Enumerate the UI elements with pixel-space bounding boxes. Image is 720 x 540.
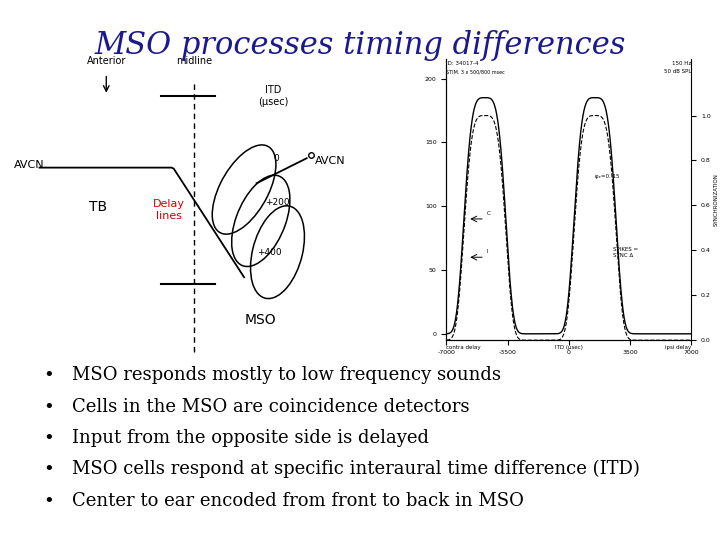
Y-axis label: SYNCHRONIZATION: SYNCHRONIZATION xyxy=(714,173,719,226)
Text: Input from the opposite side is delayed: Input from the opposite side is delayed xyxy=(72,429,429,447)
Text: •: • xyxy=(43,429,54,447)
Text: Anterior: Anterior xyxy=(86,56,126,66)
Text: MSO processes timing differences: MSO processes timing differences xyxy=(94,30,626,60)
Text: MSO responds mostly to low frequency sounds: MSO responds mostly to low frequency sou… xyxy=(72,366,501,384)
Text: TB: TB xyxy=(89,200,107,214)
Text: ipsi delay: ipsi delay xyxy=(665,345,691,350)
Text: Delay
lines: Delay lines xyxy=(153,199,185,220)
Text: SPIKES =
SYNC Δ: SPIKES = SYNC Δ xyxy=(613,247,638,258)
Text: I: I xyxy=(487,249,488,254)
Text: MSO cells respond at specific interaural time difference (ITD): MSO cells respond at specific interaural… xyxy=(72,460,640,478)
Text: ITD
(μsec): ITD (μsec) xyxy=(258,85,289,107)
Text: •: • xyxy=(43,460,54,478)
Text: contra delay: contra delay xyxy=(446,345,481,350)
Text: Center to ear encoded from front to back in MSO: Center to ear encoded from front to back… xyxy=(72,491,524,510)
Text: ITD (μsec): ITD (μsec) xyxy=(555,345,582,350)
Text: AVCN: AVCN xyxy=(14,160,45,170)
Text: •: • xyxy=(43,491,54,510)
Text: STIM. 3 x 500/800 msec: STIM. 3 x 500/800 msec xyxy=(446,70,505,75)
Text: ID: 34017-4: ID: 34017-4 xyxy=(446,60,479,65)
Text: •: • xyxy=(43,397,54,416)
Text: φₑ=0. 15: φₑ=0. 15 xyxy=(595,174,619,179)
Text: +400: +400 xyxy=(256,248,282,258)
Text: 150 Hz: 150 Hz xyxy=(672,60,691,65)
Text: Cells in the MSO are coincidence detectors: Cells in the MSO are coincidence detecto… xyxy=(72,397,469,416)
Text: C: C xyxy=(487,211,490,216)
Text: •: • xyxy=(43,366,54,384)
Text: +200: +200 xyxy=(265,198,289,207)
Text: 50 dB SPL: 50 dB SPL xyxy=(664,70,691,75)
Text: midline: midline xyxy=(176,56,212,66)
Text: 0: 0 xyxy=(274,154,279,164)
Text: AVCN: AVCN xyxy=(315,157,346,166)
Text: MSO: MSO xyxy=(245,313,276,327)
